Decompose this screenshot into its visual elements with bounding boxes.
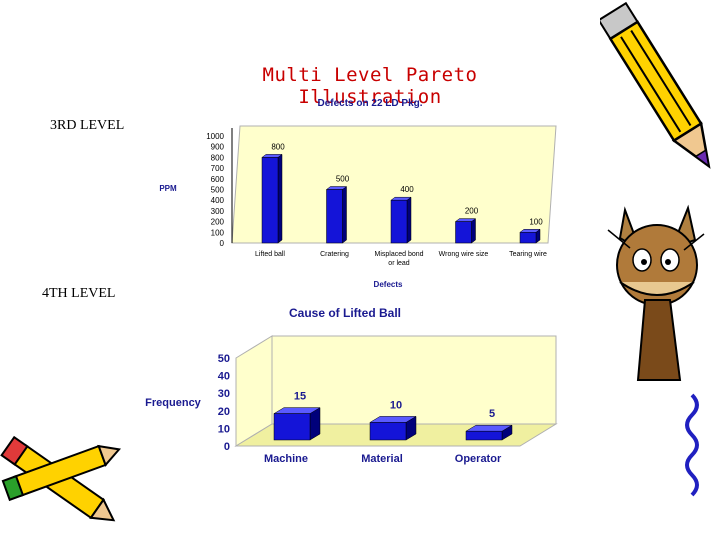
data-label: 100 xyxy=(529,217,543,226)
level-3-label: 3RD LEVEL xyxy=(50,118,125,133)
data-label: 10 xyxy=(390,399,402,411)
y-tick-label: 50 xyxy=(218,353,230,365)
x-axis-label: Defects xyxy=(374,280,403,289)
x-tick-label: Material xyxy=(361,453,403,465)
x-tick-label: Tearing wire xyxy=(509,251,547,258)
cat-icon xyxy=(607,204,705,381)
y-tick-label: 500 xyxy=(211,186,225,195)
y-tick-label: 700 xyxy=(211,164,225,173)
y-tick-label: 40 xyxy=(218,371,230,383)
x-tick-label: Cratering xyxy=(320,251,349,258)
data-label: 200 xyxy=(465,207,479,216)
y-tick-label: 300 xyxy=(211,207,225,216)
x-tick-label: or lead xyxy=(388,260,410,267)
x-tick-label: Lifted ball xyxy=(255,251,285,258)
bar xyxy=(369,422,407,441)
bar xyxy=(273,413,311,441)
y-tick-label: 10 xyxy=(218,423,230,435)
data-label: 15 xyxy=(294,391,306,403)
slide-title: Multi Level Pareto Illustration xyxy=(262,64,478,108)
y-tick-label: 800 xyxy=(211,153,225,162)
x-tick-label: Machine xyxy=(264,453,308,465)
bar xyxy=(519,232,537,244)
bar xyxy=(465,430,503,441)
y-axis-label: Frequency xyxy=(145,397,202,409)
plot-area xyxy=(231,125,557,244)
chart-title: Cause of Lifted Ball xyxy=(289,306,401,320)
data-label: 800 xyxy=(271,142,285,151)
x-tick-label: Operator xyxy=(455,453,502,465)
y-tick-label: 0 xyxy=(224,441,230,453)
y-tick-label: 200 xyxy=(211,218,225,227)
y-axis-label: PPM xyxy=(159,184,177,193)
y-tick-label: 0 xyxy=(220,239,225,248)
bar xyxy=(261,157,279,244)
pencil-icon xyxy=(600,1,711,169)
level-4-label: 4TH LEVEL xyxy=(42,286,116,301)
y-tick-label: 900 xyxy=(211,143,225,152)
chart-title: Defects on 22 LD Pkg. xyxy=(317,98,422,109)
bar xyxy=(455,221,472,244)
x-tick-label: Misplaced bond xyxy=(374,251,423,258)
y-tick-label: 600 xyxy=(211,175,225,184)
bar xyxy=(326,189,343,244)
y-tick-label: 100 xyxy=(211,228,225,237)
x-tick-label: Wrong wire size xyxy=(439,251,489,258)
bar xyxy=(390,199,408,244)
data-label: 5 xyxy=(489,408,495,420)
data-label: 500 xyxy=(336,175,350,184)
y-tick-label: 400 xyxy=(211,196,225,205)
squiggle-icon xyxy=(685,393,699,497)
y-tick-label: 30 xyxy=(218,388,230,400)
y-tick-label: 20 xyxy=(218,406,230,418)
y-tick-label: 1000 xyxy=(206,132,224,141)
data-label: 400 xyxy=(400,185,414,194)
pencils-icon xyxy=(0,435,122,522)
